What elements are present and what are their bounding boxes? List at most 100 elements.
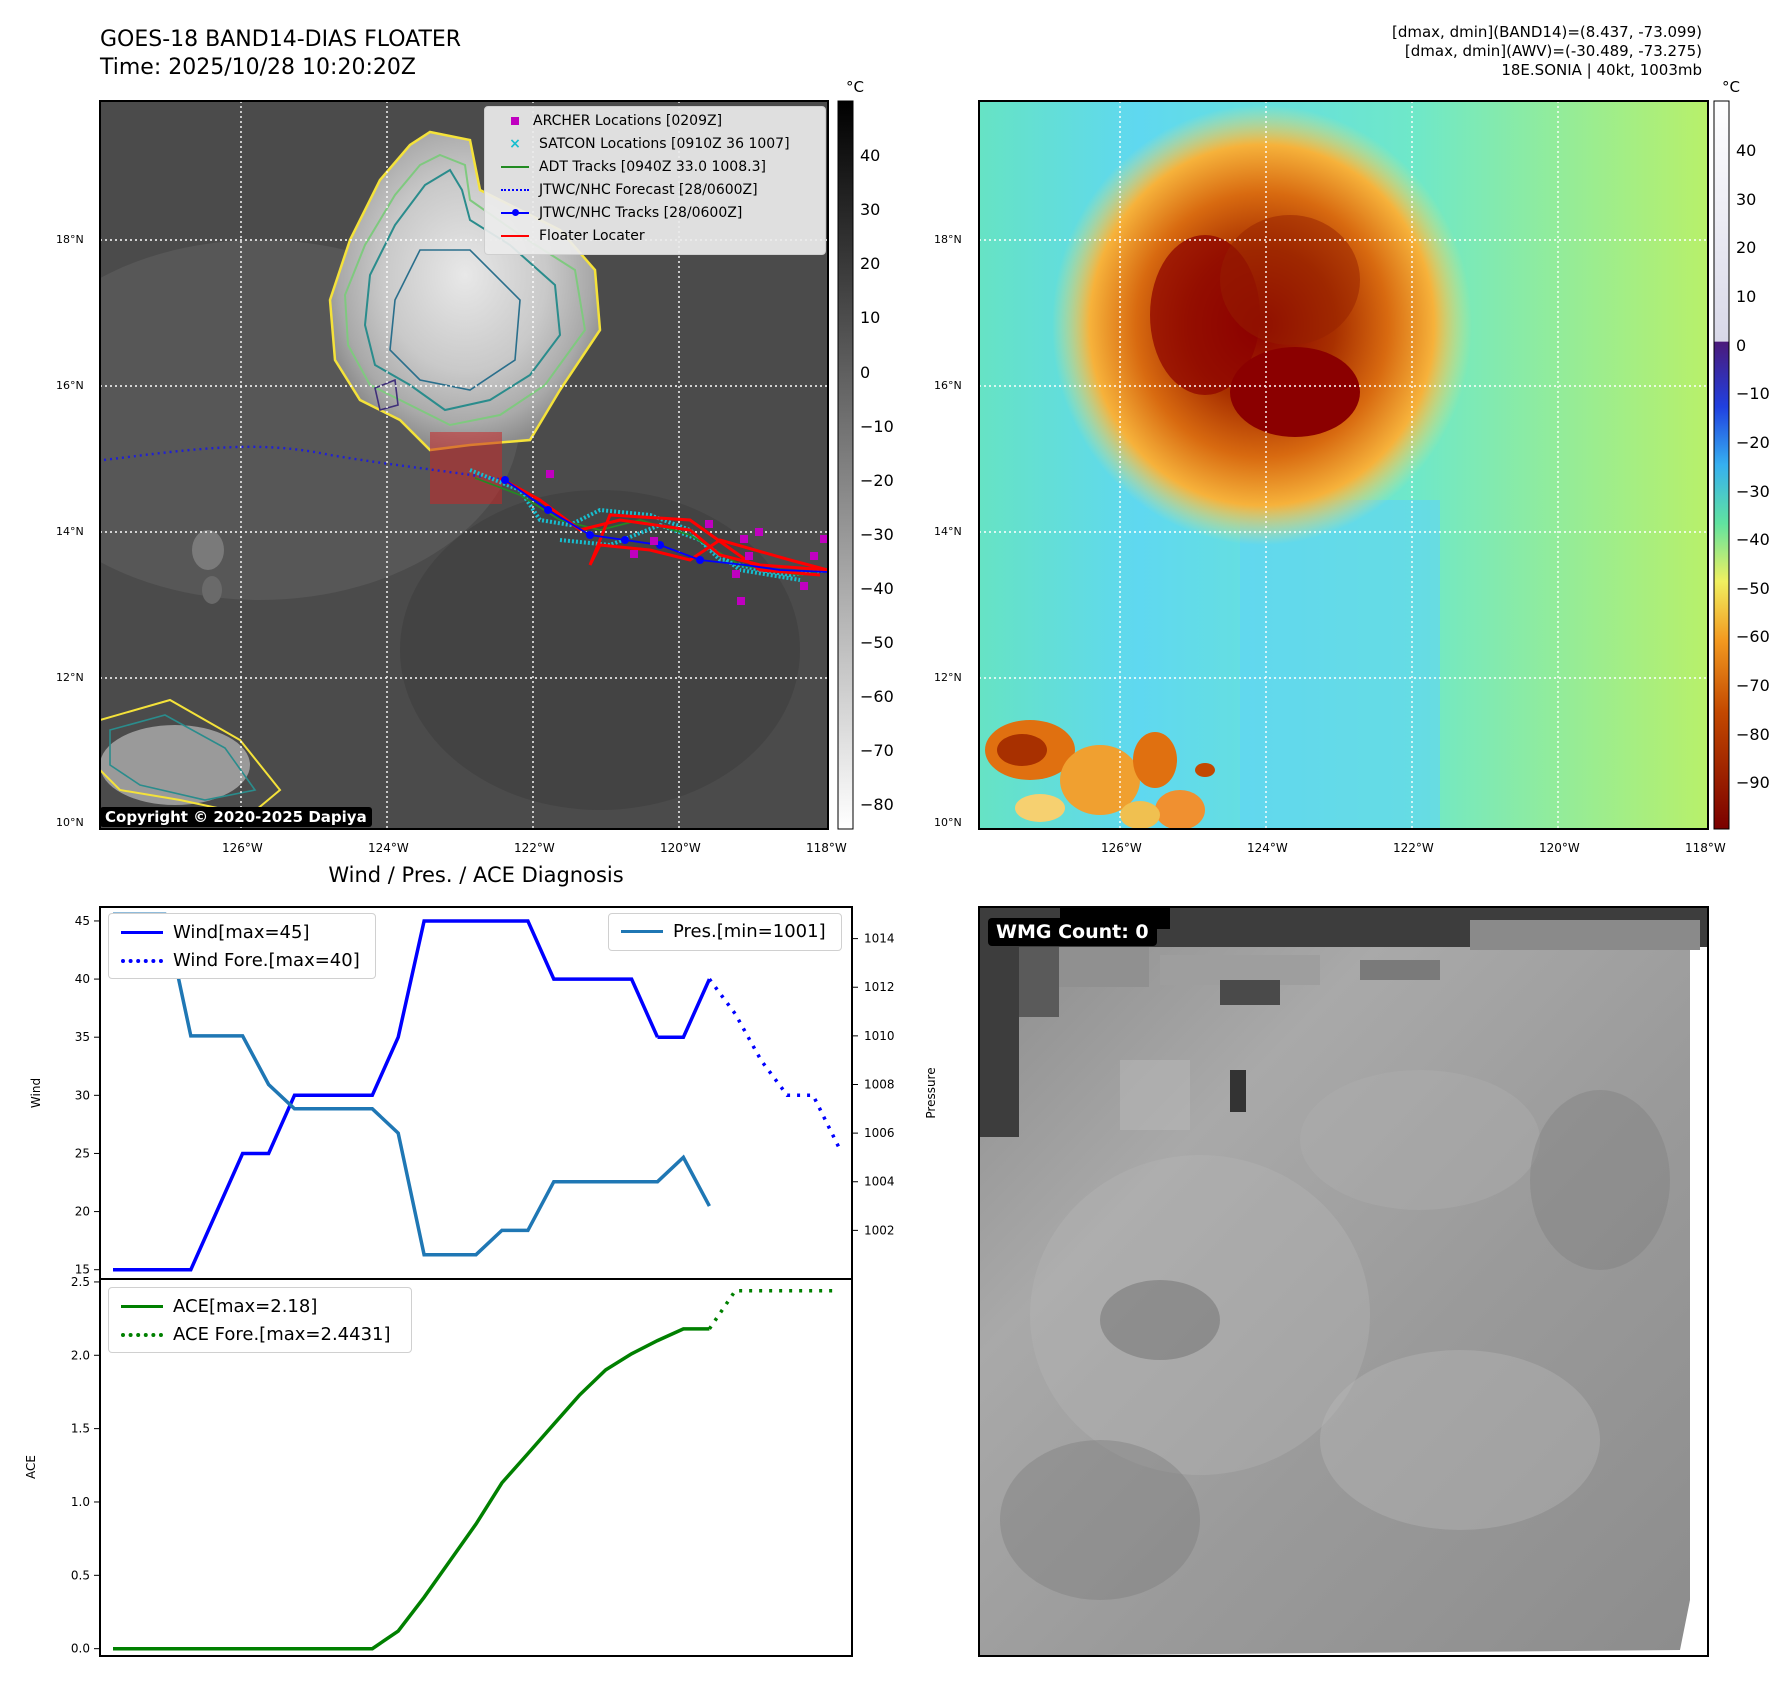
- color-lat-16: 16°N: [934, 379, 962, 392]
- y-tick-label: 1014: [864, 932, 895, 946]
- wind-ylabel: Wind: [29, 1078, 43, 1108]
- ace-axis: 0.0 0.5 1.0 1.5 2.0 2.5: [71, 1275, 100, 1656]
- legend-label: JTWC/NHC Tracks [28/0600Z]: [539, 205, 743, 221]
- floater-box: [430, 432, 502, 504]
- y-tick-label: 2.5: [71, 1275, 90, 1289]
- color-tick: −40: [1736, 530, 1770, 549]
- dotted-line-icon: [501, 189, 529, 191]
- y-tick-label: 45: [75, 914, 90, 928]
- stats-line1: [dmax, dmin](BAND14)=(8.437, -73.099): [1391, 23, 1702, 41]
- ir-lat-16: 16°N: [56, 379, 84, 392]
- floater-track: [499, 476, 828, 577]
- ir-tick: −70: [860, 741, 894, 760]
- stats-block: [dmax, dmin](BAND14)=(8.437, -73.099) [d…: [1392, 23, 1702, 80]
- pressure-axis: 1002 1004 1006 1008 1010 1012 1014: [852, 932, 895, 1237]
- solid-line-icon: [501, 235, 529, 237]
- legend-label: ARCHER Locations [0209Z]: [533, 113, 723, 129]
- ir-lon-126: 126°W: [222, 841, 263, 855]
- color-tick: −70: [1736, 676, 1770, 695]
- copyright-label: Copyright © 2020-2025 Dapiya: [100, 807, 372, 827]
- color-grid: [979, 101, 1708, 829]
- pressure-line: [113, 912, 711, 1257]
- wind-line: [657, 978, 711, 1039]
- y-tick-label: 1002: [864, 1223, 895, 1237]
- legend-tracks: JTWC/NHC Tracks [28/0600Z]: [495, 205, 742, 221]
- color-tick: 30: [1736, 190, 1757, 209]
- dotted-line-icon: [121, 1332, 163, 1337]
- ir-tick: −60: [860, 687, 894, 706]
- ir-lat-10: 10°N: [56, 816, 84, 829]
- y-tick-label: 30: [75, 1088, 90, 1102]
- y-tick-label: 20: [75, 1205, 90, 1219]
- square-marker-icon: [511, 117, 519, 125]
- x-marker-icon: ×: [509, 136, 521, 152]
- ace-line: [113, 1327, 710, 1651]
- color-tick: −80: [1736, 725, 1770, 744]
- pressure-ylabel: Pressure: [924, 1067, 938, 1118]
- color-colorbar: [1713, 100, 1730, 830]
- ir-tick: 30: [860, 200, 881, 219]
- pressure-legend: Pres.[min=1001]: [608, 913, 842, 951]
- ir-tick: −50: [860, 633, 894, 652]
- y-tick-label: 1008: [864, 1077, 895, 1091]
- color-tick: −30: [1736, 482, 1770, 501]
- legend-label: Wind Fore.[max=40]: [173, 950, 360, 971]
- ir-tick: −30: [860, 525, 894, 544]
- ir-lon-120: 120°W: [660, 841, 701, 855]
- legend-label: ACE Fore.[max=2.4431]: [173, 1324, 391, 1345]
- y-tick-label: 1012: [864, 980, 895, 994]
- color-tick: 20: [1736, 238, 1757, 257]
- y-tick-label: 25: [75, 1146, 90, 1160]
- y-tick-label: 1006: [864, 1126, 895, 1140]
- solid-line-icon: [121, 931, 163, 934]
- ir-tick: −80: [860, 795, 894, 814]
- color-lon-126: 126°W: [1101, 841, 1142, 855]
- wind-legend: Wind[max=45] Wind Fore.[max=40]: [108, 913, 376, 979]
- figure-title: GOES-18 BAND14-DIAS FLOATER Time: 2025/1…: [100, 26, 461, 82]
- legend-forecast: JTWC/NHC Forecast [28/0600Z]: [495, 182, 758, 198]
- ir-tick: 10: [860, 308, 881, 327]
- wind-line: [113, 919, 660, 1272]
- color-lon-118: 118°W: [1685, 841, 1726, 855]
- solid-line-icon: [121, 1305, 163, 1308]
- y-tick-label: 40: [75, 972, 90, 986]
- ir-lon-122: 122°W: [514, 841, 555, 855]
- dotted-line-icon: [121, 958, 163, 963]
- forecast-track: [103, 445, 506, 482]
- ir-lat-14: 14°N: [56, 525, 84, 538]
- color-tick: −10: [1736, 384, 1770, 403]
- color-tick: 40: [1736, 141, 1757, 160]
- title-line1: GOES-18 BAND14-DIAS FLOATER: [100, 27, 462, 52]
- y-tick-label: 35: [75, 1030, 90, 1044]
- ace-ylabel: ACE: [24, 1455, 38, 1479]
- legend-floater: Floater Locater: [495, 228, 645, 244]
- ir-lat-18: 18°N: [56, 233, 84, 246]
- legend-adt: ADT Tracks [0940Z 33.0 1008.3]: [495, 159, 766, 175]
- color-tick: 0: [1736, 336, 1747, 355]
- legend-ace: ACE[max=2.18]: [121, 1296, 317, 1317]
- ir-tick: 20: [860, 254, 881, 273]
- color-colorbar-unit: °C: [1722, 78, 1740, 96]
- ir-lat-12: 12°N: [56, 671, 84, 684]
- legend-label: ADT Tracks [0940Z 33.0 1008.3]: [539, 159, 766, 175]
- stats-line3: 18E.SONIA | 40kt, 1003mb: [1501, 61, 1702, 79]
- legend-archer: ARCHER Locations [0209Z]: [495, 113, 722, 129]
- ir-tick: 40: [860, 146, 881, 165]
- ace-legend: ACE[max=2.18] ACE Fore.[max=2.4431]: [108, 1287, 412, 1353]
- color-tick: −60: [1736, 627, 1770, 646]
- ir-tick: −20: [860, 471, 894, 490]
- color-map-panel: [900, 0, 1792, 870]
- wmg-panel: [900, 880, 1792, 1670]
- color-tick: 10: [1736, 287, 1757, 306]
- color-lat-12: 12°N: [934, 671, 962, 684]
- color-lon-124: 124°W: [1247, 841, 1288, 855]
- y-tick-label: 1.5: [71, 1422, 90, 1436]
- ir-tick: −10: [860, 417, 894, 436]
- y-tick-label: 1.0: [71, 1495, 90, 1509]
- legend-label: Pres.[min=1001]: [673, 921, 826, 942]
- ir-colorbar: [837, 100, 854, 830]
- wmg-count-label: WMG Count: 0: [988, 918, 1157, 946]
- title-line2: Time: 2025/10/28 10:20:20Z: [100, 55, 416, 80]
- legend-wind: Wind[max=45]: [121, 922, 310, 943]
